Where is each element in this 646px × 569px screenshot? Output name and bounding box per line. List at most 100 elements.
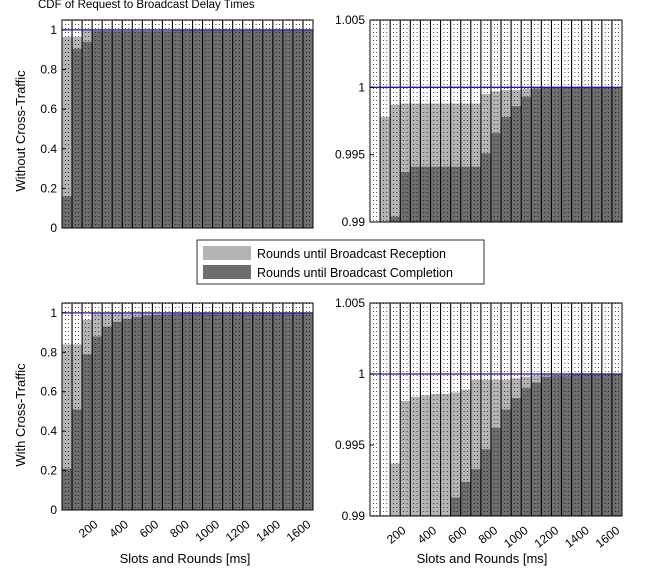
y-tick-label: 1	[50, 23, 57, 37]
bar-completion	[112, 321, 123, 510]
bar-completion	[182, 30, 193, 229]
x-tick-label: 600	[137, 517, 162, 541]
bar-completion	[440, 166, 451, 222]
bar-completion	[102, 326, 113, 510]
bar-reception	[460, 389, 471, 516]
bar-completion	[430, 166, 441, 222]
y-tick-label: 1.005	[335, 13, 365, 27]
bar-reception	[410, 396, 421, 516]
bar-completion	[162, 31, 173, 228]
bar-reception	[420, 395, 431, 516]
x-tick-label: 1200	[223, 517, 253, 545]
bar-completion	[400, 172, 411, 222]
bar-completion	[611, 87, 622, 222]
bar-completion	[202, 30, 213, 228]
bar-completion	[581, 87, 592, 222]
bar-completion	[460, 166, 471, 222]
x-tick-label: 1400	[562, 523, 592, 551]
bar-completion	[262, 312, 273, 510]
y-tick-label: 0.2	[40, 464, 57, 478]
bar-completion	[252, 312, 263, 510]
bar-reception	[400, 103, 411, 222]
bar-completion	[561, 87, 572, 222]
bar-reception	[470, 103, 481, 222]
bar-reception	[380, 116, 391, 222]
bar-completion	[531, 382, 542, 516]
bar-completion	[501, 409, 512, 516]
bar-completion	[252, 29, 263, 229]
bar-completion	[62, 196, 73, 228]
bar-completion	[541, 87, 552, 222]
bar-completion	[282, 29, 293, 229]
bar-completion	[591, 374, 602, 516]
bar-completion	[470, 166, 481, 222]
bar-completion	[551, 375, 562, 516]
bar-completion	[561, 375, 572, 516]
y-tick-label: 0.995	[335, 438, 365, 452]
bar-completion	[72, 48, 83, 228]
x-tick-label: 200	[76, 517, 101, 541]
y-tick-label: 0	[50, 503, 57, 517]
bar-completion	[222, 29, 233, 229]
bar-completion	[480, 153, 491, 222]
bar-completion	[541, 376, 552, 516]
x-axis-label-right: Slots and Rounds [ms]	[417, 551, 548, 566]
bar-completion	[172, 313, 183, 510]
bar-reception	[420, 103, 431, 222]
bar-completion	[212, 29, 223, 229]
x-tick-label: 800	[476, 523, 501, 547]
bar-completion	[232, 312, 243, 510]
y-tick-label: 1	[358, 80, 365, 94]
bar-completion	[571, 374, 582, 516]
bar-reception	[430, 103, 441, 222]
bar-reception	[430, 393, 441, 516]
bar-completion	[122, 318, 133, 510]
row-label-bottom: With Cross-Traffic	[13, 363, 28, 467]
bar-reception	[460, 103, 471, 222]
bar-completion	[142, 31, 153, 228]
x-tick-label: 1000	[192, 517, 222, 545]
bar-completion	[460, 481, 471, 516]
axes-frame	[61, 19, 314, 229]
legend-swatch-reception	[203, 246, 251, 260]
bar-reception	[400, 400, 411, 516]
bar-completion	[92, 336, 103, 510]
bar-completion	[132, 31, 143, 228]
bar-completion	[102, 31, 113, 228]
bar-reception	[62, 344, 73, 510]
bar-completion	[470, 469, 481, 516]
axes-frame	[369, 302, 623, 517]
x-tick-label: 1600	[593, 523, 623, 551]
bar-completion	[192, 30, 203, 228]
bar-completion	[152, 31, 163, 228]
row-label-top: Without Cross-Traffic	[13, 70, 28, 192]
bar-completion	[242, 29, 253, 229]
bar-completion	[490, 133, 502, 222]
x-tick-label: 1600	[284, 517, 314, 545]
bar-completion	[232, 29, 243, 229]
bar-completion	[162, 314, 173, 510]
y-tick-label: 0.4	[40, 424, 57, 438]
bar-completion	[132, 316, 143, 510]
bar-reception	[390, 463, 401, 516]
bar-completion	[212, 313, 223, 510]
bar-completion	[292, 29, 303, 229]
legend-swatch-completion	[203, 265, 251, 279]
x-axis-label-left: Slots and Rounds [ms]	[120, 551, 251, 566]
y-tick-label: 0.4	[40, 142, 57, 156]
bar-completion	[450, 497, 461, 516]
panel-top-left: 0 0.2 0.4 0.6 0.8 1	[40, 19, 314, 235]
bar-completion	[531, 88, 542, 223]
bar-completion	[571, 87, 582, 222]
y-tick-label: 0.8	[40, 345, 57, 359]
y-tick-label: 0.995	[335, 148, 365, 162]
bar-completion	[302, 312, 313, 510]
x-tick-label: 1200	[532, 523, 562, 551]
panel-top-right: 0.99 0.995 1 1.005	[335, 13, 623, 229]
x-tick-label: 200	[384, 523, 409, 547]
bar-completion	[192, 313, 203, 510]
y-tick-label: 0.99	[342, 509, 366, 523]
axes-frame	[61, 302, 314, 511]
